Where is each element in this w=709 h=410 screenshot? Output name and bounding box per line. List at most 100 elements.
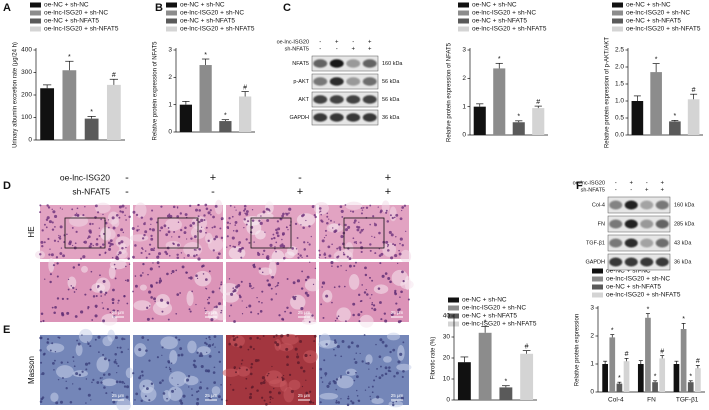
cell-nucleus xyxy=(238,367,241,370)
cell-nucleus xyxy=(389,280,392,284)
bar xyxy=(650,72,662,135)
cell-nucleus xyxy=(352,302,356,306)
cell-nucleus xyxy=(215,305,218,309)
blot-band xyxy=(640,257,654,267)
cell-nucleus xyxy=(186,380,188,382)
cell-nucleus xyxy=(259,310,263,313)
cell-nucleus xyxy=(76,207,79,210)
cell-nucleus xyxy=(177,221,180,223)
cell-nucleus xyxy=(119,210,122,213)
error-bar xyxy=(660,355,665,359)
cell-nucleus xyxy=(344,204,347,206)
cell-nucleus xyxy=(60,361,63,364)
cell-nucleus xyxy=(126,279,130,282)
cell-nucleus xyxy=(282,374,285,377)
cell-nucleus xyxy=(396,262,399,265)
cell-nucleus xyxy=(294,222,298,226)
cell-nucleus xyxy=(44,278,46,280)
cell-nucleus xyxy=(395,400,398,403)
cell-nucleus xyxy=(103,386,106,389)
cell-nucleus xyxy=(228,342,231,346)
cell-nucleus xyxy=(98,234,101,237)
cell-nucleus xyxy=(301,385,304,388)
cell-nucleus xyxy=(371,385,374,388)
cell-nucleus xyxy=(111,301,115,305)
cell-nucleus xyxy=(114,277,117,280)
cell-nucleus xyxy=(104,252,106,255)
cell-nucleus xyxy=(371,391,374,394)
cell-nucleus xyxy=(257,252,261,256)
tissue-structure xyxy=(348,274,360,290)
cell-nucleus xyxy=(113,360,117,364)
cell-nucleus xyxy=(266,279,269,282)
cell-nucleus xyxy=(172,205,176,209)
cell-nucleus xyxy=(312,283,315,286)
bar xyxy=(478,332,492,400)
cell-nucleus xyxy=(306,255,309,258)
cell-nucleus xyxy=(320,376,323,379)
cell-nucleus xyxy=(56,275,59,278)
cell-nucleus xyxy=(240,363,243,365)
cell-nucleus xyxy=(98,253,101,257)
cell-nucleus xyxy=(100,381,103,384)
cell-nucleus xyxy=(277,227,281,231)
cell-nucleus xyxy=(208,296,211,299)
cell-nucleus xyxy=(360,310,363,313)
bar xyxy=(659,358,666,392)
tissue-structure xyxy=(222,292,239,303)
cell-nucleus xyxy=(387,249,390,252)
cell-nucleus xyxy=(385,211,388,214)
legend-swatch xyxy=(458,26,469,32)
cell-nucleus xyxy=(359,231,362,234)
legend-label: oe-lnc-ISG20 + sh-NFAT5 xyxy=(626,26,701,33)
cell-nucleus xyxy=(314,215,317,219)
band-label: p-AKT xyxy=(293,79,309,85)
cell-nucleus xyxy=(278,314,281,317)
cell-nucleus xyxy=(127,348,129,350)
cell-nucleus xyxy=(307,241,309,244)
error-bar xyxy=(633,95,641,101)
cell-nucleus xyxy=(240,280,243,283)
cell-nucleus xyxy=(384,272,388,275)
blot-band xyxy=(640,219,654,229)
cell-nucleus xyxy=(197,390,200,392)
cell-nucleus xyxy=(239,250,242,253)
cell-nucleus xyxy=(87,237,89,239)
cell-nucleus xyxy=(114,336,118,340)
cell-nucleus xyxy=(102,307,105,310)
cell-nucleus xyxy=(91,381,93,384)
cell-nucleus xyxy=(340,398,342,400)
cell-nucleus xyxy=(264,231,266,233)
cell-nucleus xyxy=(262,253,264,256)
cell-nucleus xyxy=(238,247,242,252)
cell-nucleus xyxy=(42,319,45,323)
cell-nucleus xyxy=(387,245,389,248)
cell-nucleus xyxy=(146,387,149,390)
cell-nucleus xyxy=(131,226,135,230)
cell-nucleus xyxy=(53,239,57,242)
cell-nucleus xyxy=(234,224,237,226)
cell-nucleus xyxy=(351,401,355,405)
cell-nucleus xyxy=(285,347,289,351)
significance-mark: * xyxy=(611,327,614,334)
cell-nucleus xyxy=(148,290,152,294)
cell-nucleus xyxy=(104,291,108,295)
cell-nucleus xyxy=(40,320,42,323)
cell-nucleus xyxy=(384,319,388,323)
cell-nucleus xyxy=(116,346,119,349)
cell-nucleus xyxy=(151,317,154,320)
cell-nucleus xyxy=(91,223,94,225)
cell-nucleus xyxy=(112,309,116,313)
cell-nucleus xyxy=(156,255,160,259)
cell-nucleus xyxy=(284,310,287,313)
cell-nucleus xyxy=(292,295,295,299)
cell-nucleus xyxy=(193,254,196,258)
cell-nucleus xyxy=(115,380,119,384)
cell-nucleus xyxy=(40,240,44,244)
cell-nucleus xyxy=(253,241,255,243)
cell-nucleus xyxy=(217,252,221,256)
cell-nucleus xyxy=(170,370,172,372)
error-bar xyxy=(201,58,210,66)
tissue-structure xyxy=(108,265,116,279)
error-bar xyxy=(674,360,679,364)
